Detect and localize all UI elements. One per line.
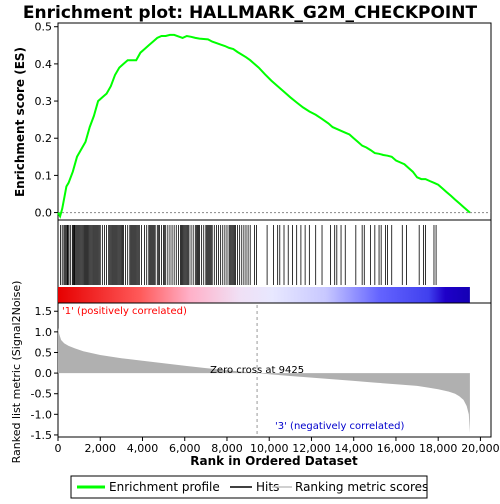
- legend-enrichment-label: Enrichment profile: [109, 480, 220, 494]
- es-y-tick-label: 0.0: [35, 207, 53, 220]
- legend-metric-label: Ranking metric scores: [295, 480, 428, 494]
- hits-panel: [57, 219, 492, 304]
- legend-hits-label: Hits: [256, 480, 279, 494]
- x-tick-label: 18,000: [419, 442, 458, 455]
- es-y-axis-label: Enrichment score (ES): [13, 47, 27, 197]
- es-y-tick-label: 0.4: [35, 58, 53, 71]
- x-tick-label: 2,000: [84, 442, 116, 455]
- x-tick-label: 20,000: [461, 442, 500, 455]
- x-tick-label: 6,000: [169, 442, 201, 455]
- rank-color-bar: [58, 287, 470, 303]
- ranking-metric-area: [58, 327, 470, 433]
- metric-panel: 1.5 1.0 0.5 0.0 -0.5 -1.0 -1.5 '1' (positively…: [10, 281, 492, 464]
- metric-y-tick-label: 1.5: [35, 305, 53, 318]
- es-y-tick-label: 0.3: [35, 95, 53, 108]
- es-y-tick-label: 0.1: [35, 169, 53, 182]
- legend: Enrichment profile Hits Ranking metric s…: [70, 475, 428, 499]
- metric-y-tick-label: 0.0: [35, 367, 53, 380]
- metric-y-tick-label: 0.5: [35, 346, 53, 359]
- chart-title: Enrichment plot: HALLMARK_G2M_CHECKPOINT: [23, 3, 478, 23]
- es-panel: 0.0 0.1 0.2 0.3 0.4 0.5 Enrichment score (ES): [13, 21, 492, 221]
- x-tick-label: 0: [55, 442, 62, 455]
- metric-y-tick-label: -1.0: [31, 408, 52, 421]
- metric-y-tick-label: 1.0: [35, 326, 53, 339]
- negative-correlation-label: '3' (negatively correlated): [275, 421, 404, 432]
- metric-y-tick-label: -1.5: [31, 429, 52, 442]
- x-tick-label: 12,000: [292, 442, 331, 455]
- metric-y-axis-label: Ranked list metric (Signal2Noise): [10, 281, 23, 464]
- x-tick-label: 8,000: [211, 442, 243, 455]
- enrichment-profile-line: [57, 33, 471, 219]
- x-tick-label: 10,000: [250, 442, 289, 455]
- x-tick-label: 4,000: [127, 442, 159, 455]
- x-axis-ticks: 0 2,000 4,000 6,000 8,000 10,000 12,000 14,000 1…: [55, 437, 500, 455]
- x-tick-label: 16,000: [377, 442, 416, 455]
- positive-correlation-label: '1' (positively correlated): [62, 306, 187, 317]
- hit-lines: [60, 225, 437, 285]
- es-y-ticks: 0.0 0.1 0.2 0.3 0.4 0.5: [35, 21, 58, 220]
- zero-cross-label: Zero cross at 9425: [210, 365, 304, 376]
- es-y-tick-label: 0.5: [35, 21, 53, 34]
- es-y-tick-label: 0.2: [35, 132, 53, 145]
- x-tick-label: 14,000: [334, 442, 373, 455]
- metric-y-tick-label: -0.5: [31, 388, 52, 401]
- x-axis-label: Rank in Ordered Dataset: [190, 454, 358, 468]
- metric-y-ticks: 1.5 1.0 0.5 0.0 -0.5 -1.0 -1.5: [31, 305, 58, 442]
